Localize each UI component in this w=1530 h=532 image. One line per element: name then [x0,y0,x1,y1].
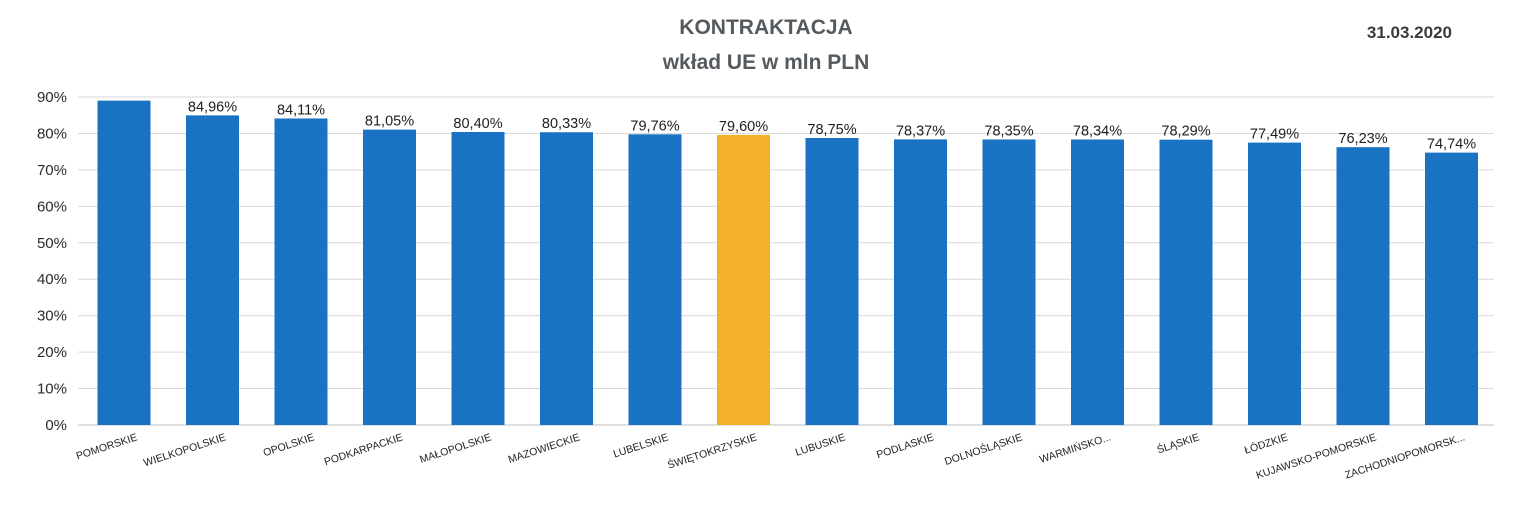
y-tick-label: 60% [37,198,67,215]
data-label: 78,75% [807,122,856,138]
x-tick-label: PODKARPACKIE [323,431,405,468]
y-tick-label: 70% [37,162,67,179]
x-tick-label: PODLASKIE [875,431,935,461]
data-label: 80,33% [542,116,591,132]
bars [97,100,1478,426]
data-label: 78,35% [984,123,1033,139]
report-date: 31.03.2020 [1367,23,1452,42]
data-label: 80,40% [453,116,502,132]
data-label: 79,76% [630,118,679,134]
chart-title-line2: wkład UE w mln PLN [662,51,870,74]
x-tick-label: LUBELSKIE [612,431,670,460]
data-label: 84,96% [188,99,237,115]
y-axis-ticks: 0% 10% 20% 30% 40% 50% 60% 70% 80% 90% [37,89,67,434]
bar-14 [1248,142,1301,426]
data-labels: 84,96% 84,11% 81,05% 80,40% 80,33% 79,76% 79,6… [188,99,1476,152]
data-label: 81,05% [365,114,414,130]
data-label: 78,37% [896,123,945,139]
x-tick-label: ŁÓDZKIE [1243,430,1290,456]
bar-4 [363,129,416,425]
x-tick-label: LUBUSKIE [794,431,847,458]
data-label: 74,74% [1427,137,1476,153]
y-tick-label: 90% [37,89,67,106]
bar-6 [540,132,593,426]
bar-1 [97,100,151,426]
bar-11 [982,139,1036,426]
bar-5 [451,131,505,425]
x-tick-label: OPOLSKIE [262,431,316,459]
x-tick-label: WIELKOPOLSKIE [142,431,227,469]
data-label: 78,34% [1073,123,1122,139]
data-label: 79,60% [719,119,768,135]
bar-2 [186,115,239,426]
bar-8 [717,134,770,425]
chart-title-line1: KONTRAKTACJA [679,16,852,39]
x-tick-label: MAZOWIECKIE [507,431,582,465]
bar-13 [1159,139,1213,425]
bar-7 [628,134,682,426]
data-label: 76,23% [1338,131,1387,147]
x-tick-label: DOLNOŚLĄSKIE [943,430,1024,467]
y-tick-label: 0% [45,417,67,434]
bar-12 [1071,139,1124,426]
bar-10 [894,139,947,425]
data-label: 84,11% [277,102,325,118]
x-tick-label: MAŁOPOLSKIE [418,431,493,465]
bar-15 [1336,147,1390,425]
y-tick-label: 80% [37,125,67,142]
y-tick-label: 20% [37,344,67,361]
bar-3 [274,118,328,426]
y-tick-label: 50% [37,235,67,252]
x-tick-label: ŚWIĘTOKRZYSKIE [666,430,759,471]
x-axis-labels: POMORSKIE WIELKOPOLSKIE OPOLSKIE PODKARPACK… [75,430,1467,481]
bar-16 [1425,152,1478,425]
x-tick-label: WARMIŃSKO... [1038,430,1113,465]
y-tick-label: 10% [37,381,67,398]
y-tick-label: 40% [37,271,67,288]
x-tick-label: POMORSKIE [75,431,139,462]
y-tick-label: 30% [37,308,67,325]
data-label: 78,29% [1161,124,1210,140]
data-label: 77,49% [1250,127,1299,143]
x-tick-label: ŚLĄSKIE [1155,430,1201,456]
bar-9 [805,138,859,425]
